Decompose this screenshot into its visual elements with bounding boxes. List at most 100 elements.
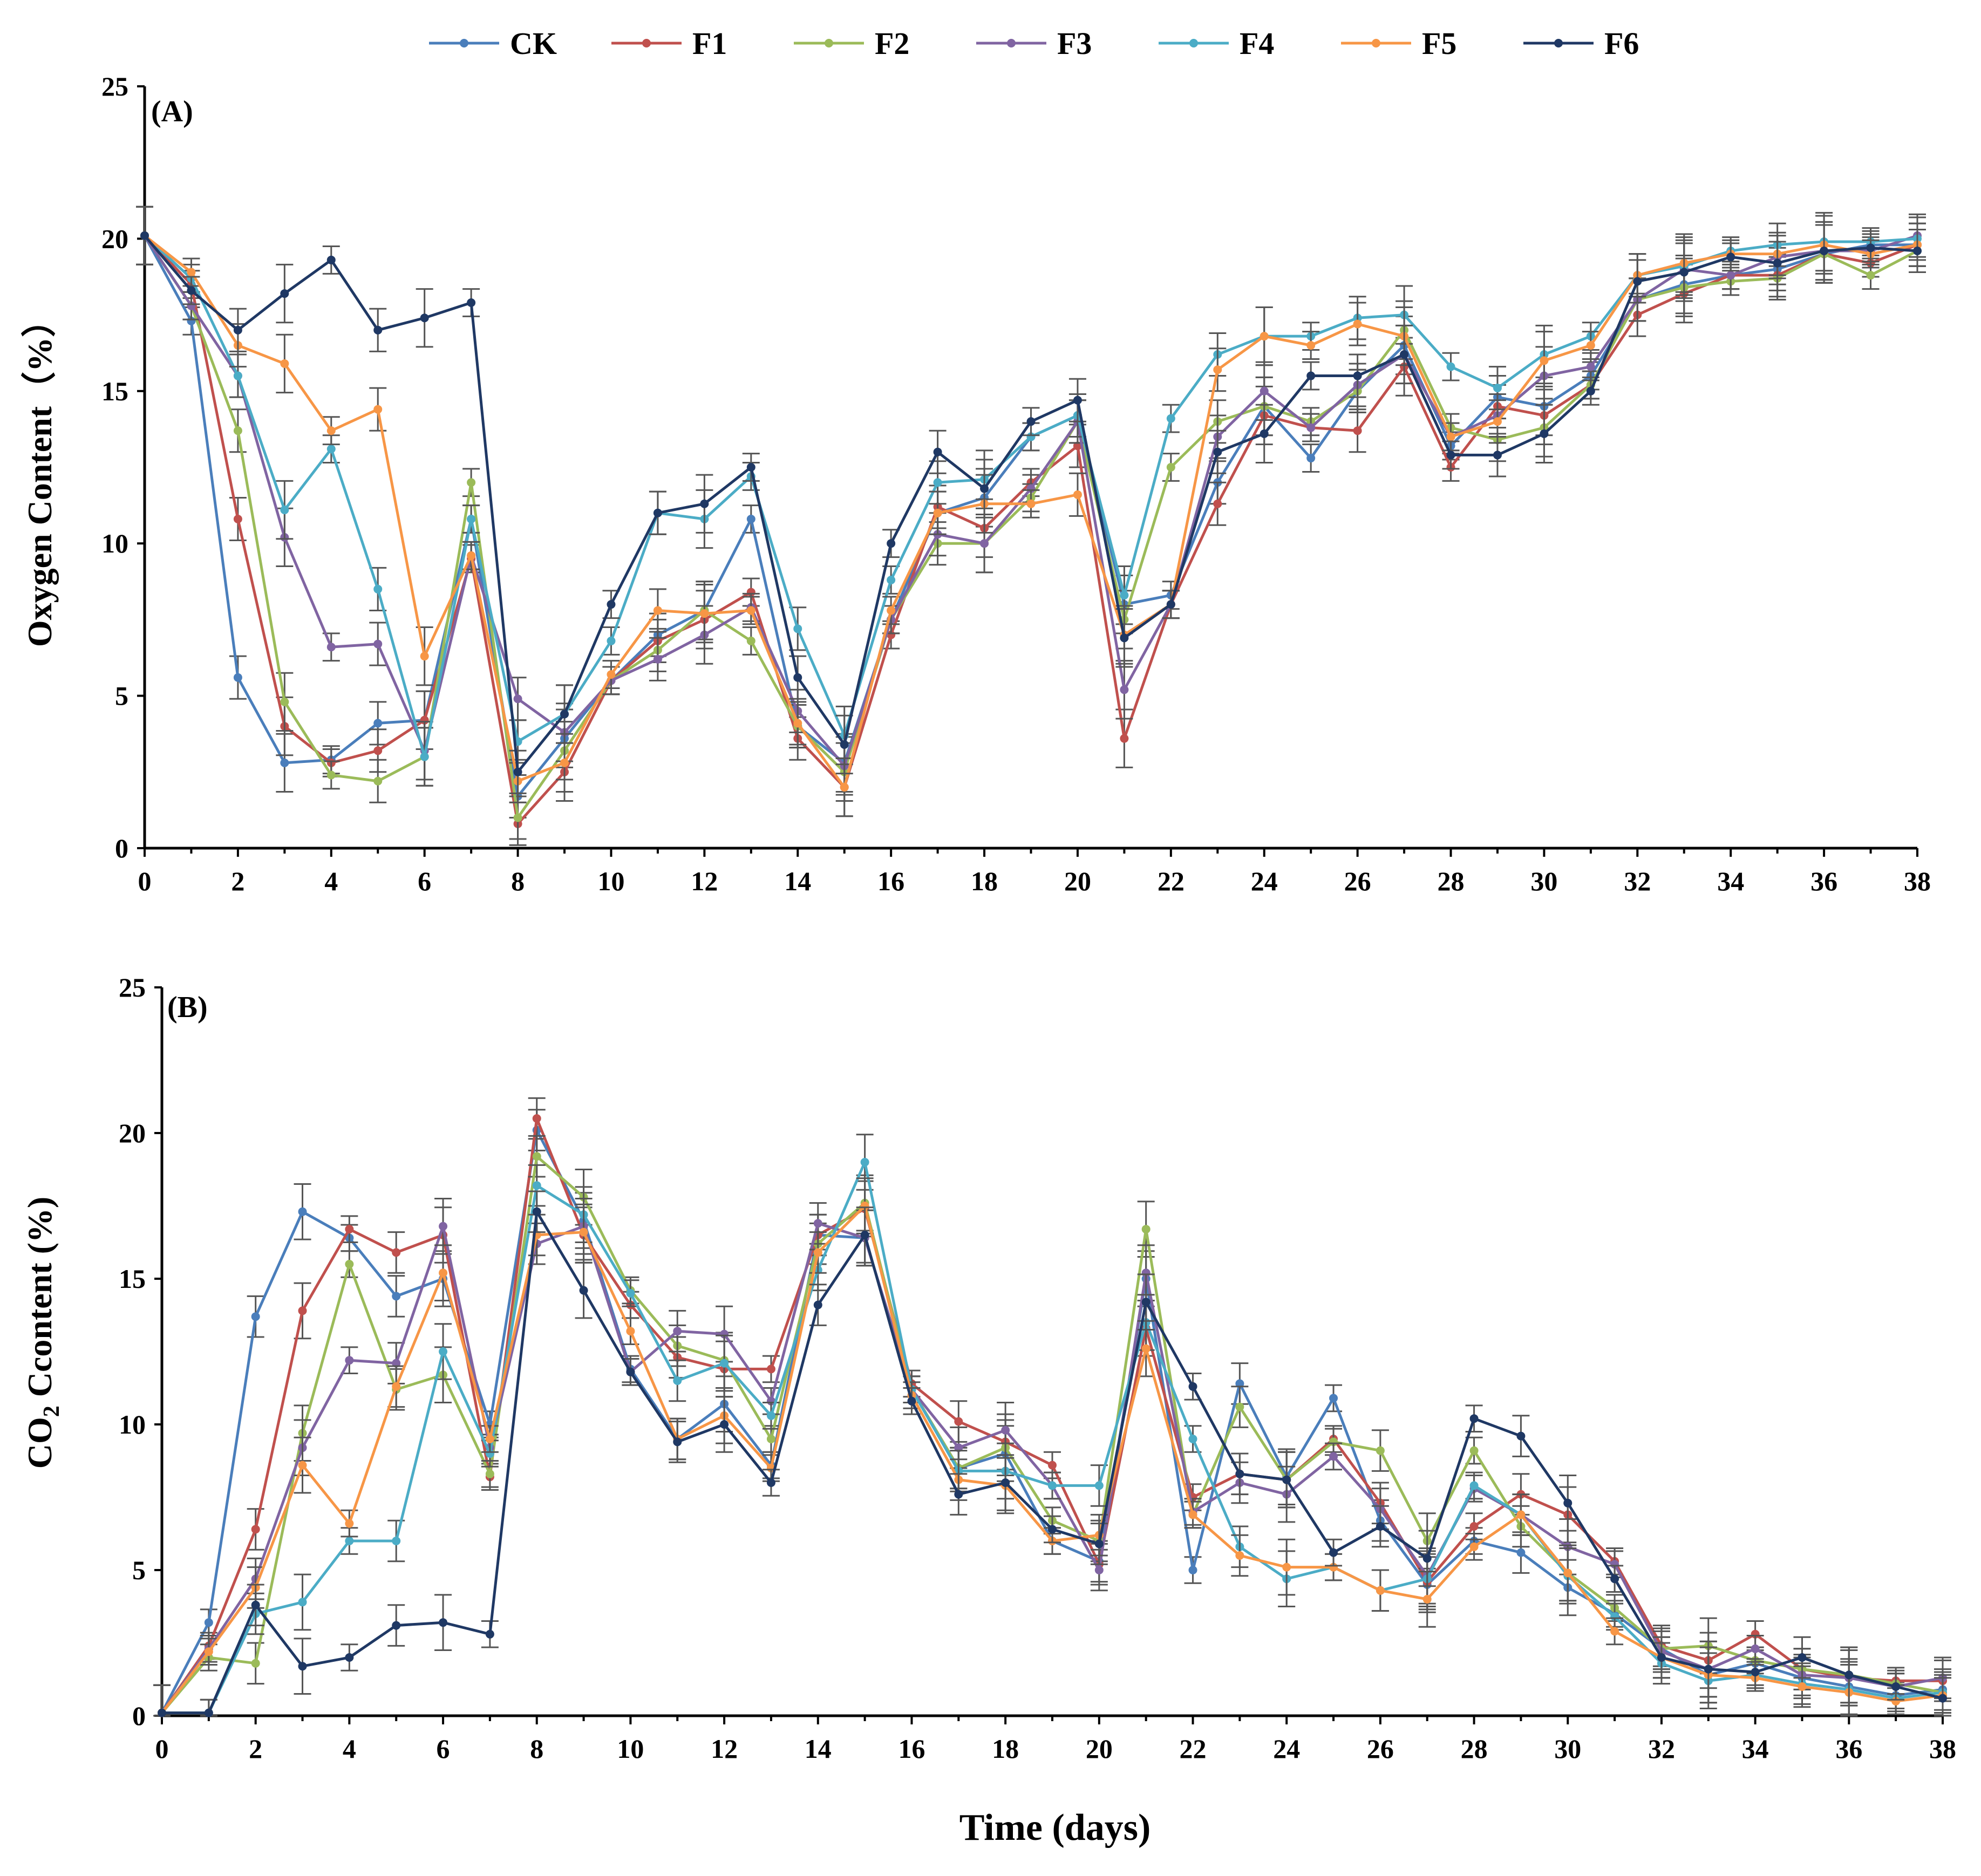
panel-a-x-tick-label: 20 — [1064, 866, 1091, 896]
data-point-f6 — [1679, 268, 1689, 277]
panel-b-x-tick-label: 26 — [1367, 1734, 1394, 1764]
x-axis-label: Time (days) — [959, 1807, 1151, 1848]
data-point-f4 — [373, 584, 383, 594]
panel-a-x-tick-label: 2 — [231, 866, 244, 896]
data-point-f4 — [1048, 1481, 1057, 1490]
panel-a-x-tick-label: 30 — [1530, 866, 1557, 896]
data-point-f6 — [345, 1653, 354, 1662]
data-point-f6 — [439, 1618, 448, 1627]
data-point-f4 — [1120, 591, 1129, 600]
data-point-f1 — [373, 746, 383, 755]
data-point-f6 — [1376, 1522, 1385, 1531]
data-point-f5 — [326, 426, 336, 435]
data-point-f6 — [204, 1708, 213, 1717]
data-point-f6 — [1188, 1382, 1197, 1391]
panel-b-y-label-main: CO — [21, 1417, 59, 1469]
data-point-f6 — [326, 255, 336, 264]
data-point-ck — [373, 719, 383, 728]
data-point-f5 — [1306, 341, 1316, 350]
data-point-f5 — [1422, 1595, 1432, 1604]
data-point-f6 — [1260, 429, 1269, 438]
data-point-f5 — [607, 670, 616, 679]
panel-b-label: (B) — [167, 991, 208, 1024]
data-point-f4 — [766, 1411, 775, 1420]
panel-b-series-f6 — [153, 1190, 1951, 1717]
data-point-f5 — [420, 652, 429, 661]
data-point-f5 — [1073, 490, 1082, 499]
data-point-f2 — [1141, 1225, 1151, 1234]
panel-b-x-tick-label: 6 — [437, 1734, 450, 1764]
data-point-f3 — [1751, 1644, 1760, 1653]
data-point-f6 — [1141, 1298, 1151, 1307]
panel-a-x-tick-label: 28 — [1438, 866, 1465, 896]
data-point-f6 — [1094, 1539, 1104, 1548]
data-point-f1 — [1120, 734, 1129, 743]
legend-entry-f2: F2 — [794, 26, 909, 61]
data-point-f6 — [467, 298, 476, 308]
data-point-f6 — [1422, 1554, 1432, 1563]
panel-a-series-f5 — [136, 206, 1926, 817]
data-point-f4 — [673, 1376, 682, 1385]
data-point-f4 — [420, 752, 429, 761]
data-point-f3 — [1094, 1566, 1104, 1574]
legend-marker-f3 — [1007, 39, 1016, 47]
legend-entry-f5: F5 — [1341, 26, 1456, 61]
data-point-f6 — [1563, 1498, 1572, 1507]
data-point-f2 — [766, 1435, 775, 1443]
data-point-f1 — [233, 515, 242, 524]
panel-b-y-tick-label: 15 — [119, 1264, 146, 1294]
panel-b-co2: CO2 Ccontent (%) (B) Time (days) 0510152… — [21, 972, 1956, 1848]
data-point-f5 — [392, 1382, 401, 1391]
data-point-f5 — [813, 1248, 822, 1257]
panel-a-y-tick-label: 15 — [101, 376, 128, 406]
legend-label-ck: CK — [510, 26, 557, 61]
panel-b-y-label-rest: Ccontent (%) — [21, 1197, 59, 1406]
panel-a-x-tick-label: 14 — [784, 866, 811, 896]
data-point-f5 — [560, 758, 569, 767]
data-point-f5 — [298, 1461, 307, 1470]
panel-b-x-tick-label: 32 — [1648, 1734, 1675, 1764]
data-point-f4 — [532, 1181, 541, 1190]
data-point-f6 — [1282, 1475, 1291, 1484]
panel-a-x-tick-label: 18 — [971, 866, 998, 896]
data-point-f6 — [1026, 417, 1036, 426]
data-point-f4 — [887, 575, 896, 584]
data-point-f6 — [907, 1396, 916, 1406]
panel-b-x-tick-label: 2 — [249, 1734, 262, 1764]
panel-a-series-f6 — [136, 206, 1926, 794]
data-point-f6 — [1913, 246, 1922, 255]
panel-b-x-tick-label: 38 — [1929, 1734, 1956, 1764]
data-point-f6 — [1306, 371, 1316, 380]
panel-a-series-f2 — [136, 206, 1926, 840]
data-point-ck — [746, 515, 755, 524]
panel-a-y-tick-label: 0 — [115, 833, 128, 863]
panel-a-x-tick-label: 24 — [1251, 866, 1278, 896]
data-point-f5 — [280, 359, 289, 368]
data-point-f6 — [860, 1231, 869, 1239]
data-point-f6 — [1400, 350, 1409, 359]
data-point-f6 — [720, 1420, 729, 1429]
legend-entry-ck: CK — [429, 26, 557, 61]
data-point-f1 — [1353, 426, 1362, 435]
data-point-f3 — [439, 1222, 448, 1231]
panel-a-y-axis-label: Oxygen Content（%） — [21, 303, 59, 647]
data-point-f5 — [1213, 365, 1222, 374]
data-point-f5 — [485, 1435, 494, 1443]
data-point-f6 — [233, 325, 242, 335]
data-point-f5 — [1353, 319, 1362, 329]
data-point-f6 — [579, 1286, 588, 1295]
data-point-f5 — [439, 1268, 448, 1278]
data-point-f4 — [607, 636, 616, 645]
legend-marker-f1 — [642, 39, 651, 47]
data-point-f6 — [373, 325, 383, 335]
data-point-f2 — [1469, 1446, 1479, 1455]
data-point-f6 — [1751, 1668, 1760, 1676]
data-point-f6 — [1235, 1469, 1244, 1478]
legend-marker-f2 — [825, 39, 833, 47]
data-point-f5 — [1610, 1627, 1619, 1636]
data-point-f2 — [746, 636, 755, 645]
data-point-f6 — [560, 710, 569, 719]
data-point-f6 — [485, 1629, 494, 1639]
data-point-f4 — [1446, 362, 1455, 371]
legend-marker-f6 — [1554, 39, 1563, 47]
